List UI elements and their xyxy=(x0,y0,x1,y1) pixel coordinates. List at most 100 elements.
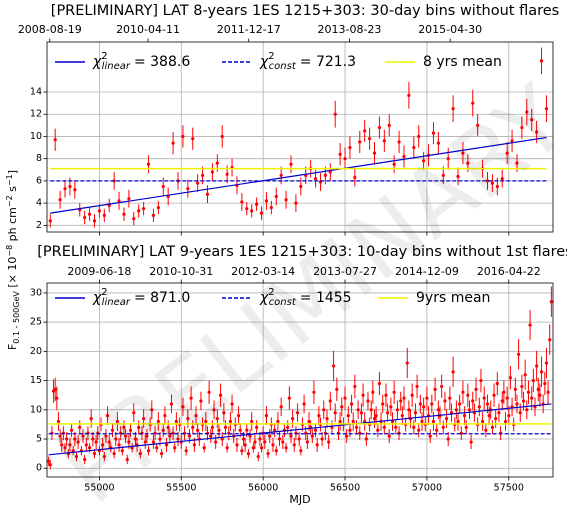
data-point xyxy=(128,428,133,432)
data-point xyxy=(520,125,524,130)
data-point xyxy=(487,414,491,418)
data-point xyxy=(343,157,347,161)
data-point xyxy=(395,408,400,412)
data-point xyxy=(528,323,532,327)
data-point xyxy=(333,411,337,415)
data-point xyxy=(264,199,269,203)
data-point xyxy=(276,419,280,424)
data-point xyxy=(402,396,406,400)
data-point xyxy=(340,405,344,409)
data-point xyxy=(55,396,59,400)
data-point xyxy=(243,443,247,447)
data-point xyxy=(320,437,324,441)
data-point xyxy=(531,378,535,383)
legend-label: 9yrs mean xyxy=(416,290,490,306)
data-point xyxy=(538,393,542,397)
data-point xyxy=(381,402,385,406)
data-point xyxy=(422,159,426,163)
data-point xyxy=(101,443,105,447)
data-point xyxy=(146,162,151,166)
data-point xyxy=(510,139,514,143)
data-point xyxy=(286,425,290,429)
legend-symbol: χ xyxy=(92,290,102,306)
legend-value: = 1455 xyxy=(300,290,352,306)
data-point xyxy=(466,161,470,165)
y-tick-label: 30 xyxy=(30,287,42,298)
data-point xyxy=(228,419,233,424)
data-point xyxy=(343,396,347,400)
data-point xyxy=(76,440,80,444)
legend-label: χ2 const = 1455 xyxy=(259,287,352,308)
data-point xyxy=(105,414,110,418)
data-point xyxy=(502,390,506,394)
legend-label: χ2 const = 721.3 xyxy=(259,51,356,72)
y-axis-label-part: ] xyxy=(6,170,19,174)
data-point xyxy=(292,443,296,447)
data-point xyxy=(310,434,314,438)
data-point xyxy=(255,425,259,429)
data-point xyxy=(508,376,513,380)
data-point xyxy=(236,414,241,418)
data-point xyxy=(372,151,377,155)
data-point xyxy=(161,184,165,189)
data-point xyxy=(305,440,309,444)
data-point xyxy=(218,393,223,397)
data-point xyxy=(467,408,472,412)
data-point xyxy=(259,446,264,450)
data-point xyxy=(173,446,177,450)
y-tick-label: 5 xyxy=(36,434,42,445)
data-point xyxy=(356,408,360,412)
data-point xyxy=(444,416,449,421)
data-point xyxy=(238,428,242,432)
data-point xyxy=(156,419,160,424)
data-point xyxy=(230,402,234,406)
data-point xyxy=(536,387,540,391)
data-point xyxy=(92,219,97,223)
y-axis-label-part: F xyxy=(6,344,19,350)
data-point xyxy=(133,437,138,441)
chart-title: [PRELIMINARY] LAT 9-years 1ES 1215+303: … xyxy=(37,244,567,260)
y-tick-label: 12 xyxy=(30,109,42,120)
data-point xyxy=(215,161,219,165)
data-point xyxy=(327,440,331,444)
data-point xyxy=(220,437,224,441)
data-point xyxy=(273,428,277,432)
data-point xyxy=(89,416,93,421)
fit-line xyxy=(48,403,552,456)
data-point xyxy=(505,396,509,400)
data-point xyxy=(495,184,499,189)
y-axis-label-part: −1 xyxy=(5,174,14,186)
data-point xyxy=(497,411,501,415)
data-point xyxy=(289,162,293,166)
data-point xyxy=(428,434,432,438)
data-point xyxy=(217,428,221,432)
x-tick-label: 56000 xyxy=(248,483,278,494)
data-point xyxy=(525,110,529,114)
data-point xyxy=(112,452,116,456)
data-point xyxy=(451,370,455,374)
data-point xyxy=(477,405,481,409)
data-point xyxy=(382,139,386,143)
legend-symbol: χ xyxy=(259,54,269,70)
data-point xyxy=(289,434,293,438)
y-tick-label: 15 xyxy=(30,375,42,386)
y-tick-label: 25 xyxy=(30,317,42,328)
data-point xyxy=(476,123,480,127)
data-point xyxy=(312,390,316,394)
data-point xyxy=(205,192,210,196)
data-point xyxy=(376,428,380,432)
data-point xyxy=(405,361,409,365)
data-point xyxy=(53,387,57,391)
data-point xyxy=(97,209,102,213)
data-point xyxy=(47,459,51,463)
data-point xyxy=(548,338,552,342)
data-point xyxy=(431,419,436,424)
data-point xyxy=(351,419,355,424)
data-point xyxy=(207,390,211,394)
data-point xyxy=(181,134,185,139)
data-point xyxy=(191,137,195,141)
data-point xyxy=(69,428,74,432)
data-point xyxy=(53,138,57,142)
y-axis-label-part: −2 xyxy=(5,195,14,207)
data-point xyxy=(349,402,354,406)
